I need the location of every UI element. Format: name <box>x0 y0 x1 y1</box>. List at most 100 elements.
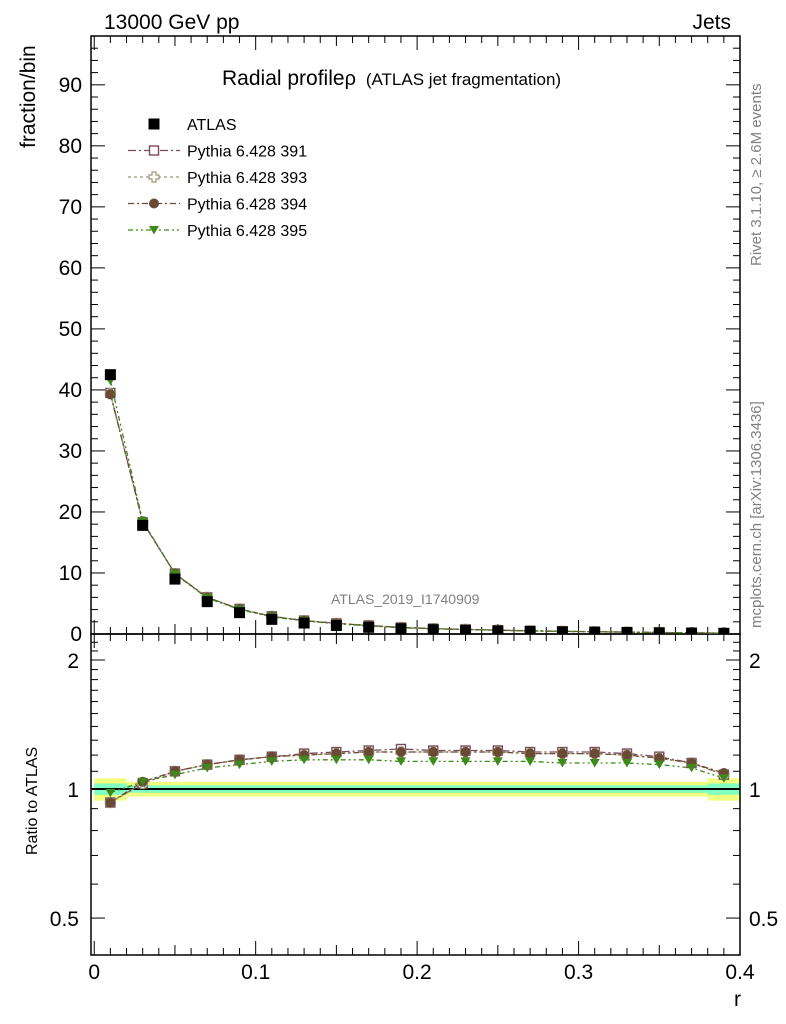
atlas-data-point <box>427 624 439 634</box>
atlas-data-point <box>201 596 213 608</box>
ratio-point-4 <box>525 757 536 766</box>
ratio-y-tick-label-right: 1 <box>749 779 761 802</box>
atlas-data-point <box>234 607 246 619</box>
ratio-y-tick-label: 0.5 <box>50 908 79 931</box>
y-tick-label: 0 <box>70 623 82 646</box>
ratio-plot-frame <box>90 633 741 956</box>
atlas-data-point <box>137 519 149 531</box>
y-tick-label: 30 <box>59 440 82 463</box>
plot-title-main: Radial profile <box>222 67 345 90</box>
ratio-point-4 <box>137 777 148 787</box>
legend-marker-4 <box>149 226 159 235</box>
ratio-point-4 <box>622 759 632 768</box>
ratio-y-tick-label: 1 <box>67 779 79 802</box>
ratio-line-4 <box>110 759 725 794</box>
ratio-point-4 <box>234 760 245 770</box>
ratio-point-4 <box>460 757 471 766</box>
x-axis-title: r <box>734 988 741 1011</box>
atlas-data-point <box>298 617 310 629</box>
ratio-point-4 <box>331 755 342 765</box>
ratio-y-tick-label-right: 2 <box>749 650 761 673</box>
ratio-point-3 <box>557 748 568 759</box>
atlas-data-point <box>686 627 698 634</box>
y-tick-label: 60 <box>59 257 82 280</box>
header-category: Jets <box>692 11 731 34</box>
y-tick-label: 70 <box>59 196 82 219</box>
y-tick-label: 40 <box>59 379 82 402</box>
ratio-point-4 <box>266 757 277 766</box>
atlas-data-point <box>718 627 730 634</box>
y-tick-label: 50 <box>59 318 82 341</box>
ratio-point-4 <box>363 755 374 765</box>
x-tick-label: 0.1 <box>241 961 270 984</box>
ratio-point-4 <box>105 788 116 798</box>
uncertainty-bands <box>91 778 740 801</box>
ratio-point-3 <box>525 748 536 759</box>
x-tick-label: 0.2 <box>403 961 432 984</box>
ratio-point-4 <box>170 770 180 780</box>
ratio-point-4 <box>202 763 213 773</box>
legend-marker-2 <box>148 171 160 183</box>
ratio-point-4 <box>654 760 665 770</box>
x-tick-label: 0.4 <box>725 961 755 984</box>
atlas-data-point <box>363 621 375 633</box>
ratio-point-3 <box>428 747 439 758</box>
atlas-data-point <box>395 623 407 634</box>
atlas-data-point <box>524 625 536 634</box>
atlas-data-point <box>653 627 665 634</box>
legend-label: Pythia 6.428 391 <box>187 144 307 161</box>
y-tick-label: 20 <box>59 501 82 524</box>
ratio-point-4 <box>428 757 439 766</box>
y-axis-title-top: fraction/bin <box>17 45 40 148</box>
y-tick-label: 90 <box>59 74 82 97</box>
atlas-data-point <box>589 626 601 634</box>
ratio-point-4 <box>557 759 568 768</box>
y-axis-title-bottom: Ratio to ATLAS <box>24 747 41 855</box>
legend-label: Pythia 6.428 393 <box>187 170 307 187</box>
ratio-y-tick-label: 2 <box>67 650 79 673</box>
ratio-y-tick-label-right: 0.5 <box>749 908 778 931</box>
ratio-point-4 <box>686 763 697 773</box>
analysis-watermark: ATLAS_2019_I1740909 <box>331 591 480 607</box>
x-tick-label: 0 <box>88 961 100 984</box>
atlas-data-point <box>492 625 504 634</box>
legend-label: Pythia 6.428 394 <box>187 197 307 214</box>
atlas-data-point <box>104 369 116 381</box>
mc-point-3 <box>105 389 116 400</box>
plot-title-suffix: (ATLAS jet fragmentation) <box>366 70 561 89</box>
series-line-4 <box>109 380 724 634</box>
main-plot-series <box>104 369 730 634</box>
legend-label: Pythia 6.428 395 <box>187 223 307 240</box>
legend-marker-3 <box>149 198 159 209</box>
header-energy: 13000 GeV pp <box>104 11 239 34</box>
rivet-label: Rivet 3.1.10, ≥ 2.6M events <box>748 84 765 267</box>
plot-title: Radial profileρ (ATLAS jet fragmentation… <box>222 67 561 90</box>
ratio-point-3 <box>621 750 632 761</box>
ratio-point-3 <box>363 747 374 758</box>
ratio-point-3 <box>105 797 116 808</box>
mcplots-label: mcplots.cern.ch [arXiv:1306.3436] <box>748 401 765 628</box>
atlas-data-point <box>169 573 181 585</box>
ratio-point-3 <box>395 747 406 758</box>
ratio-point-4 <box>492 757 503 766</box>
y-tick-label: 80 <box>59 135 82 158</box>
ratio-point-4 <box>589 759 600 768</box>
ratio-point-4 <box>718 774 729 783</box>
atlas-data-point <box>330 619 342 631</box>
legend: ATLAS Pythia 6.428 391 Pythia 6.428 393 Pyt… <box>128 117 307 240</box>
y-tick-label: 10 <box>59 562 82 585</box>
legend-label: ATLAS <box>187 117 237 134</box>
atlas-data-point <box>556 626 568 634</box>
ratio-plot-series <box>104 743 730 809</box>
x-tick-label: 0.3 <box>564 961 593 984</box>
legend-marker-1 <box>148 145 160 156</box>
atlas-data-point <box>621 626 633 634</box>
ratio-line-1 <box>110 748 725 804</box>
legend-marker-0 <box>148 118 160 130</box>
ratio-point-3 <box>589 748 600 759</box>
plot-title-symbol: ρ <box>345 68 356 90</box>
ratio-point-4 <box>299 755 310 765</box>
ratio-point-4 <box>396 757 406 766</box>
ratio-point-3 <box>460 747 471 758</box>
